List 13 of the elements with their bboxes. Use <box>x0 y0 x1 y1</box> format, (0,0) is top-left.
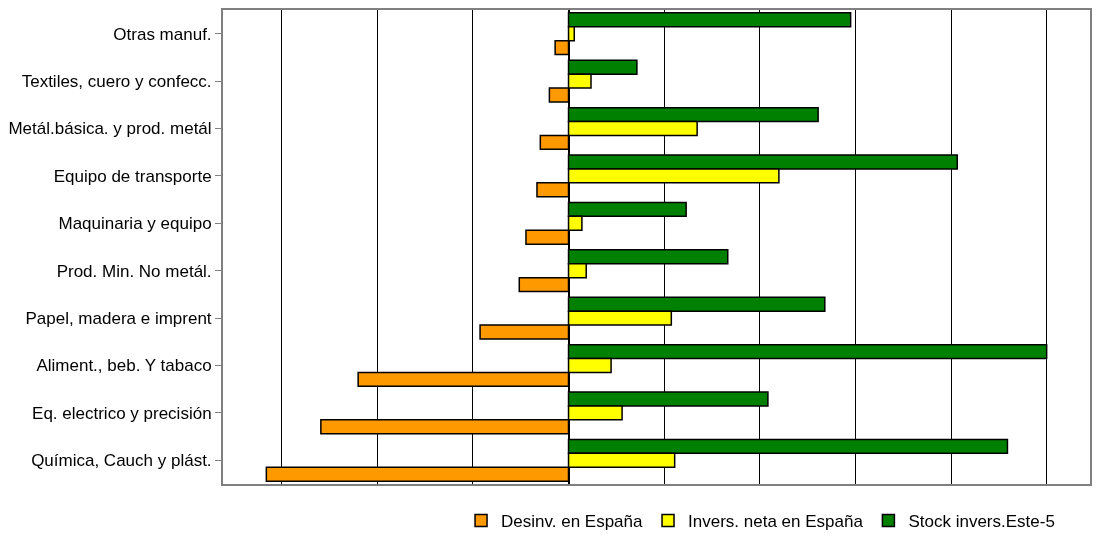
legend-label: Desinv. en España <box>501 512 644 532</box>
legend-label: Stock invers.Este-5 <box>908 512 1055 532</box>
legend-label: Invers. neta en España <box>688 512 864 532</box>
y-tick-label: Aliment., beb. Y tabaco <box>36 356 212 376</box>
y-tick-label: Maquinaria y equipo <box>58 214 212 234</box>
y-tick-label: Textiles, cuero y confecc. <box>21 72 212 92</box>
y-tick-label: Papel, madera e imprent <box>25 309 212 329</box>
y-tick-label: Otras manuf. <box>113 24 212 44</box>
y-tick-label: Prod. Min. No metál. <box>56 261 212 281</box>
y-tick-label: Química, Cauch y plást. <box>31 451 212 471</box>
y-tick-label: Eq. electrico y precisión <box>32 403 212 423</box>
y-tick-label: Metál.básica. y prod. metál <box>8 119 212 139</box>
y-tick-label: Equipo de transporte <box>53 166 212 186</box>
